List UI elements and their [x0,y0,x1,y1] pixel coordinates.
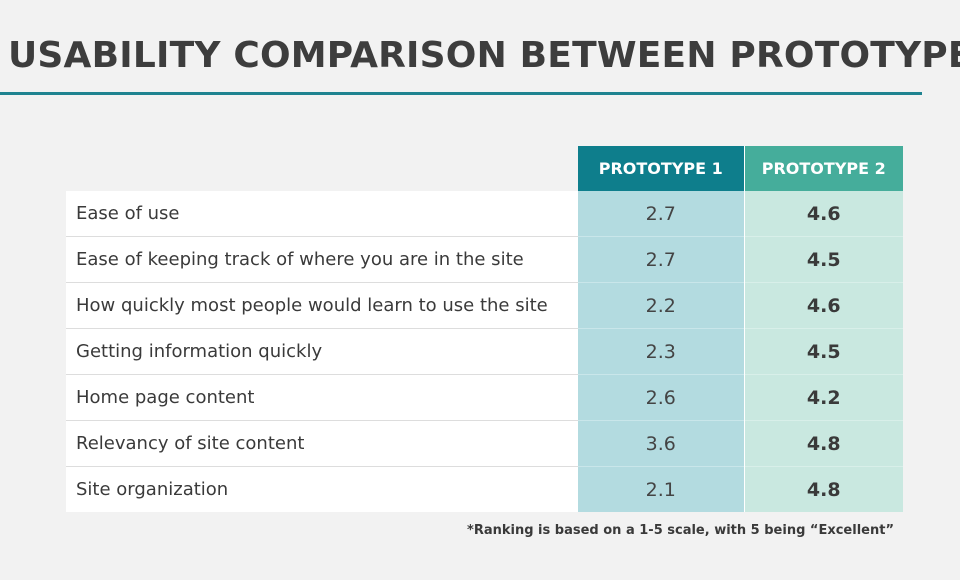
prototype-1-score: 2.6 [578,374,745,421]
table-row: Site organization 2.1 4.8 [66,466,903,512]
criterion-label: Ease of use [66,191,578,237]
prototype-1-score: 2.7 [578,236,745,283]
prototype-2-column-header: PROTOTYPE 2 [744,146,903,191]
criterion-label: Relevancy of site content [66,420,578,467]
page-title: USABILITY COMPARISON BETWEEN PROTOTYPES [8,35,960,76]
table-header-row: PROTOTYPE 1 PROTOTYPE 2 [66,146,903,191]
prototype-2-score: 4.2 [744,374,903,421]
prototype-1-score: 2.3 [578,328,745,375]
table-row: How quickly most people would learn to u… [66,282,903,329]
prototype-2-score: 4.6 [744,282,903,329]
prototype-2-score: 4.8 [744,420,903,467]
table-row: Home page content 2.6 4.2 [66,374,903,421]
table-row: Relevancy of site content 3.6 4.8 [66,420,903,467]
title-underline [0,92,922,95]
prototype-2-score: 4.5 [744,236,903,283]
criterion-label: Site organization [66,466,578,512]
prototype-2-score: 4.5 [744,328,903,375]
ranking-scale-footnote: *Ranking is based on a 1-5 scale, with 5… [467,523,894,538]
table-row: Ease of use 2.7 4.6 [66,191,903,237]
table-row: Getting information quickly 2.3 4.5 [66,328,903,375]
prototype-2-score: 4.8 [744,466,903,512]
criterion-column-header [66,146,578,191]
prototype-1-score: 2.1 [578,466,745,512]
criterion-label: Home page content [66,374,578,421]
criterion-label: Ease of keeping track of where you are i… [66,236,578,283]
prototype-1-score: 2.2 [578,282,745,329]
criterion-label: Getting information quickly [66,328,578,375]
table-row: Ease of keeping track of where you are i… [66,236,903,283]
usability-table: PROTOTYPE 1 PROTOTYPE 2 Ease of use 2.7 … [66,146,903,512]
prototype-1-score: 3.6 [578,420,745,467]
criterion-label: How quickly most people would learn to u… [66,282,578,329]
prototype-1-column-header: PROTOTYPE 1 [578,146,745,191]
prototype-2-score: 4.6 [744,191,903,237]
prototype-1-score: 2.7 [578,191,745,237]
